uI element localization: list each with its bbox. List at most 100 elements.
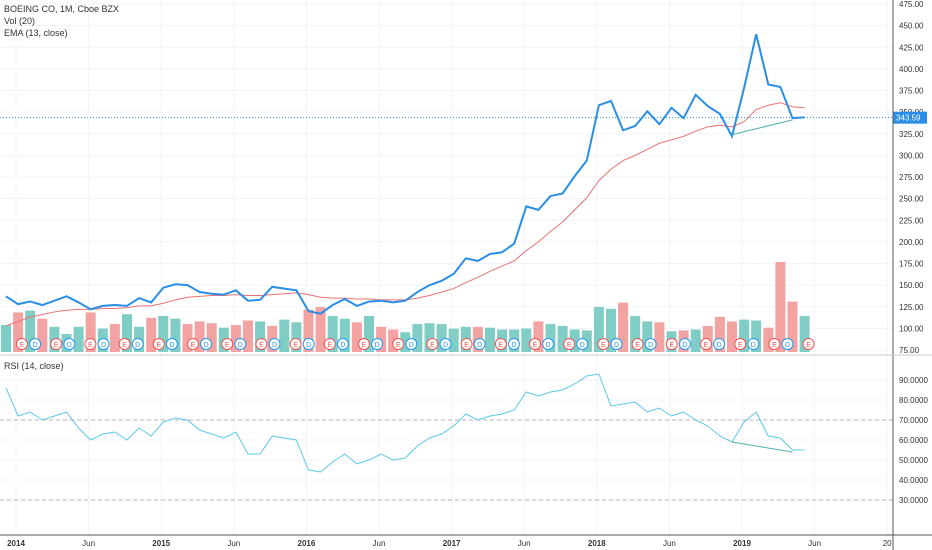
volume-bar (751, 320, 762, 352)
price-plot (0, 34, 893, 327)
rsi-trendline (731, 441, 793, 453)
x-tick-label: Jun (663, 539, 676, 548)
volume-bar (618, 302, 629, 352)
volume-bar (146, 317, 157, 352)
volume-bar (279, 319, 290, 352)
price-tick-label: 100.00 (899, 324, 924, 333)
volume-bar (25, 310, 36, 352)
price-tick-label: 225.00 (899, 216, 924, 225)
grid (0, 0, 893, 535)
trendline (731, 119, 793, 136)
volume-bar (182, 324, 193, 352)
rsi-tick-label: 50.0000 (899, 456, 928, 465)
volume-bar (424, 323, 435, 352)
earnings-marker (460, 338, 473, 350)
x-tick-label: 2017 (443, 539, 461, 548)
price-tick-label: 150.00 (899, 281, 924, 290)
dividend-marker (302, 338, 315, 350)
volume-bar (557, 325, 568, 352)
event-marker-letter: E (20, 342, 25, 349)
rsi-tick-label: 80.0000 (899, 396, 928, 405)
x-tick-label: Jun (518, 539, 531, 548)
volume-bar (376, 326, 387, 352)
x-tick-label: Jun (227, 539, 240, 548)
event-marker-letter: D (443, 342, 448, 349)
volume-bar (85, 312, 96, 352)
earnings-marker (665, 338, 678, 350)
dividend-marker (713, 338, 726, 350)
event-marker-letter: E (88, 342, 93, 349)
volume-bar (73, 326, 84, 352)
event-marker-letter: D (785, 342, 790, 349)
earnings-marker (768, 338, 781, 350)
event-marker-letter: D (306, 342, 311, 349)
last-price-tag: 343.59 (896, 114, 921, 123)
price-tick-label: 75.00 (899, 346, 920, 355)
rsi-tick-label: 30.0000 (899, 496, 928, 505)
volume-bar (642, 321, 653, 352)
event-marker-letter: D (580, 342, 585, 349)
rsi-line (5, 373, 805, 473)
volume-bar (593, 307, 604, 352)
rsi-tick-label: 90.0000 (899, 376, 928, 385)
event-marker-letter: E (430, 342, 435, 349)
event-marker-letter: D (340, 342, 345, 349)
rsi-tick-label: 40.0000 (899, 476, 928, 485)
earnings-marker (221, 338, 234, 350)
dividend-marker (542, 338, 555, 350)
event-marker-letter: E (704, 342, 709, 349)
volume-bar (436, 324, 447, 352)
earnings-marker (358, 338, 370, 350)
event-marker-letter: D (477, 342, 482, 349)
earnings-marker (323, 338, 336, 350)
volume-bar (37, 318, 48, 352)
event-marker-letter: E (225, 342, 230, 349)
event-marker-letter: D (648, 342, 653, 349)
event-marker-letter: E (464, 342, 469, 349)
dividend-marker (507, 338, 520, 350)
volume-legend: Vol (20) (4, 16, 36, 26)
volume-bar (690, 329, 701, 352)
volume-bar (303, 309, 314, 352)
volume-bar (109, 324, 120, 352)
volume-bar (13, 312, 24, 352)
rsi-plot (0, 373, 893, 501)
ema-legend: EMA (13, close) (4, 28, 68, 38)
dividend-marker (439, 338, 452, 350)
earnings-marker (50, 338, 63, 350)
chart-title: BOEING CO, 1M, Cboe BZX (4, 4, 120, 14)
event-marker-letter: D (272, 342, 277, 349)
event-marker-letter: E (396, 342, 401, 349)
event-marker-letter: E (293, 342, 298, 349)
dividend-marker (405, 338, 418, 350)
rsi-tick-label: 60.0000 (899, 436, 928, 445)
earnings-marker (84, 338, 97, 350)
event-marker-letter: E (567, 342, 572, 349)
x-tick-label: Jun (82, 539, 95, 548)
dividend-marker (610, 338, 623, 350)
last-price-tag-bg (893, 111, 927, 124)
dividend-marker (97, 338, 110, 350)
event-marker-letter: D (67, 342, 72, 349)
volume-bar (630, 316, 641, 352)
dividend-marker (234, 338, 247, 350)
event-marker-letter: D (135, 342, 140, 349)
dividend-marker (781, 338, 794, 350)
dividend-marker (268, 338, 281, 350)
event-marker-letter: E (806, 342, 811, 349)
volume-bar (448, 328, 459, 352)
volume-bar (230, 325, 241, 352)
event-marker-letter: D (546, 342, 551, 349)
earnings-marker (426, 338, 439, 350)
volume-bar (170, 318, 181, 352)
event-marker-letter: E (498, 342, 503, 349)
event-marker-letter: E (772, 342, 777, 349)
event-marker-letter: E (738, 342, 743, 349)
rsi-tick-label: 70.0000 (899, 416, 928, 425)
x-tick-label: 2016 (298, 539, 316, 548)
event-marker-letter: D (511, 342, 516, 349)
price-tick-label: 425.00 (899, 43, 924, 52)
volume-bar (291, 322, 302, 352)
